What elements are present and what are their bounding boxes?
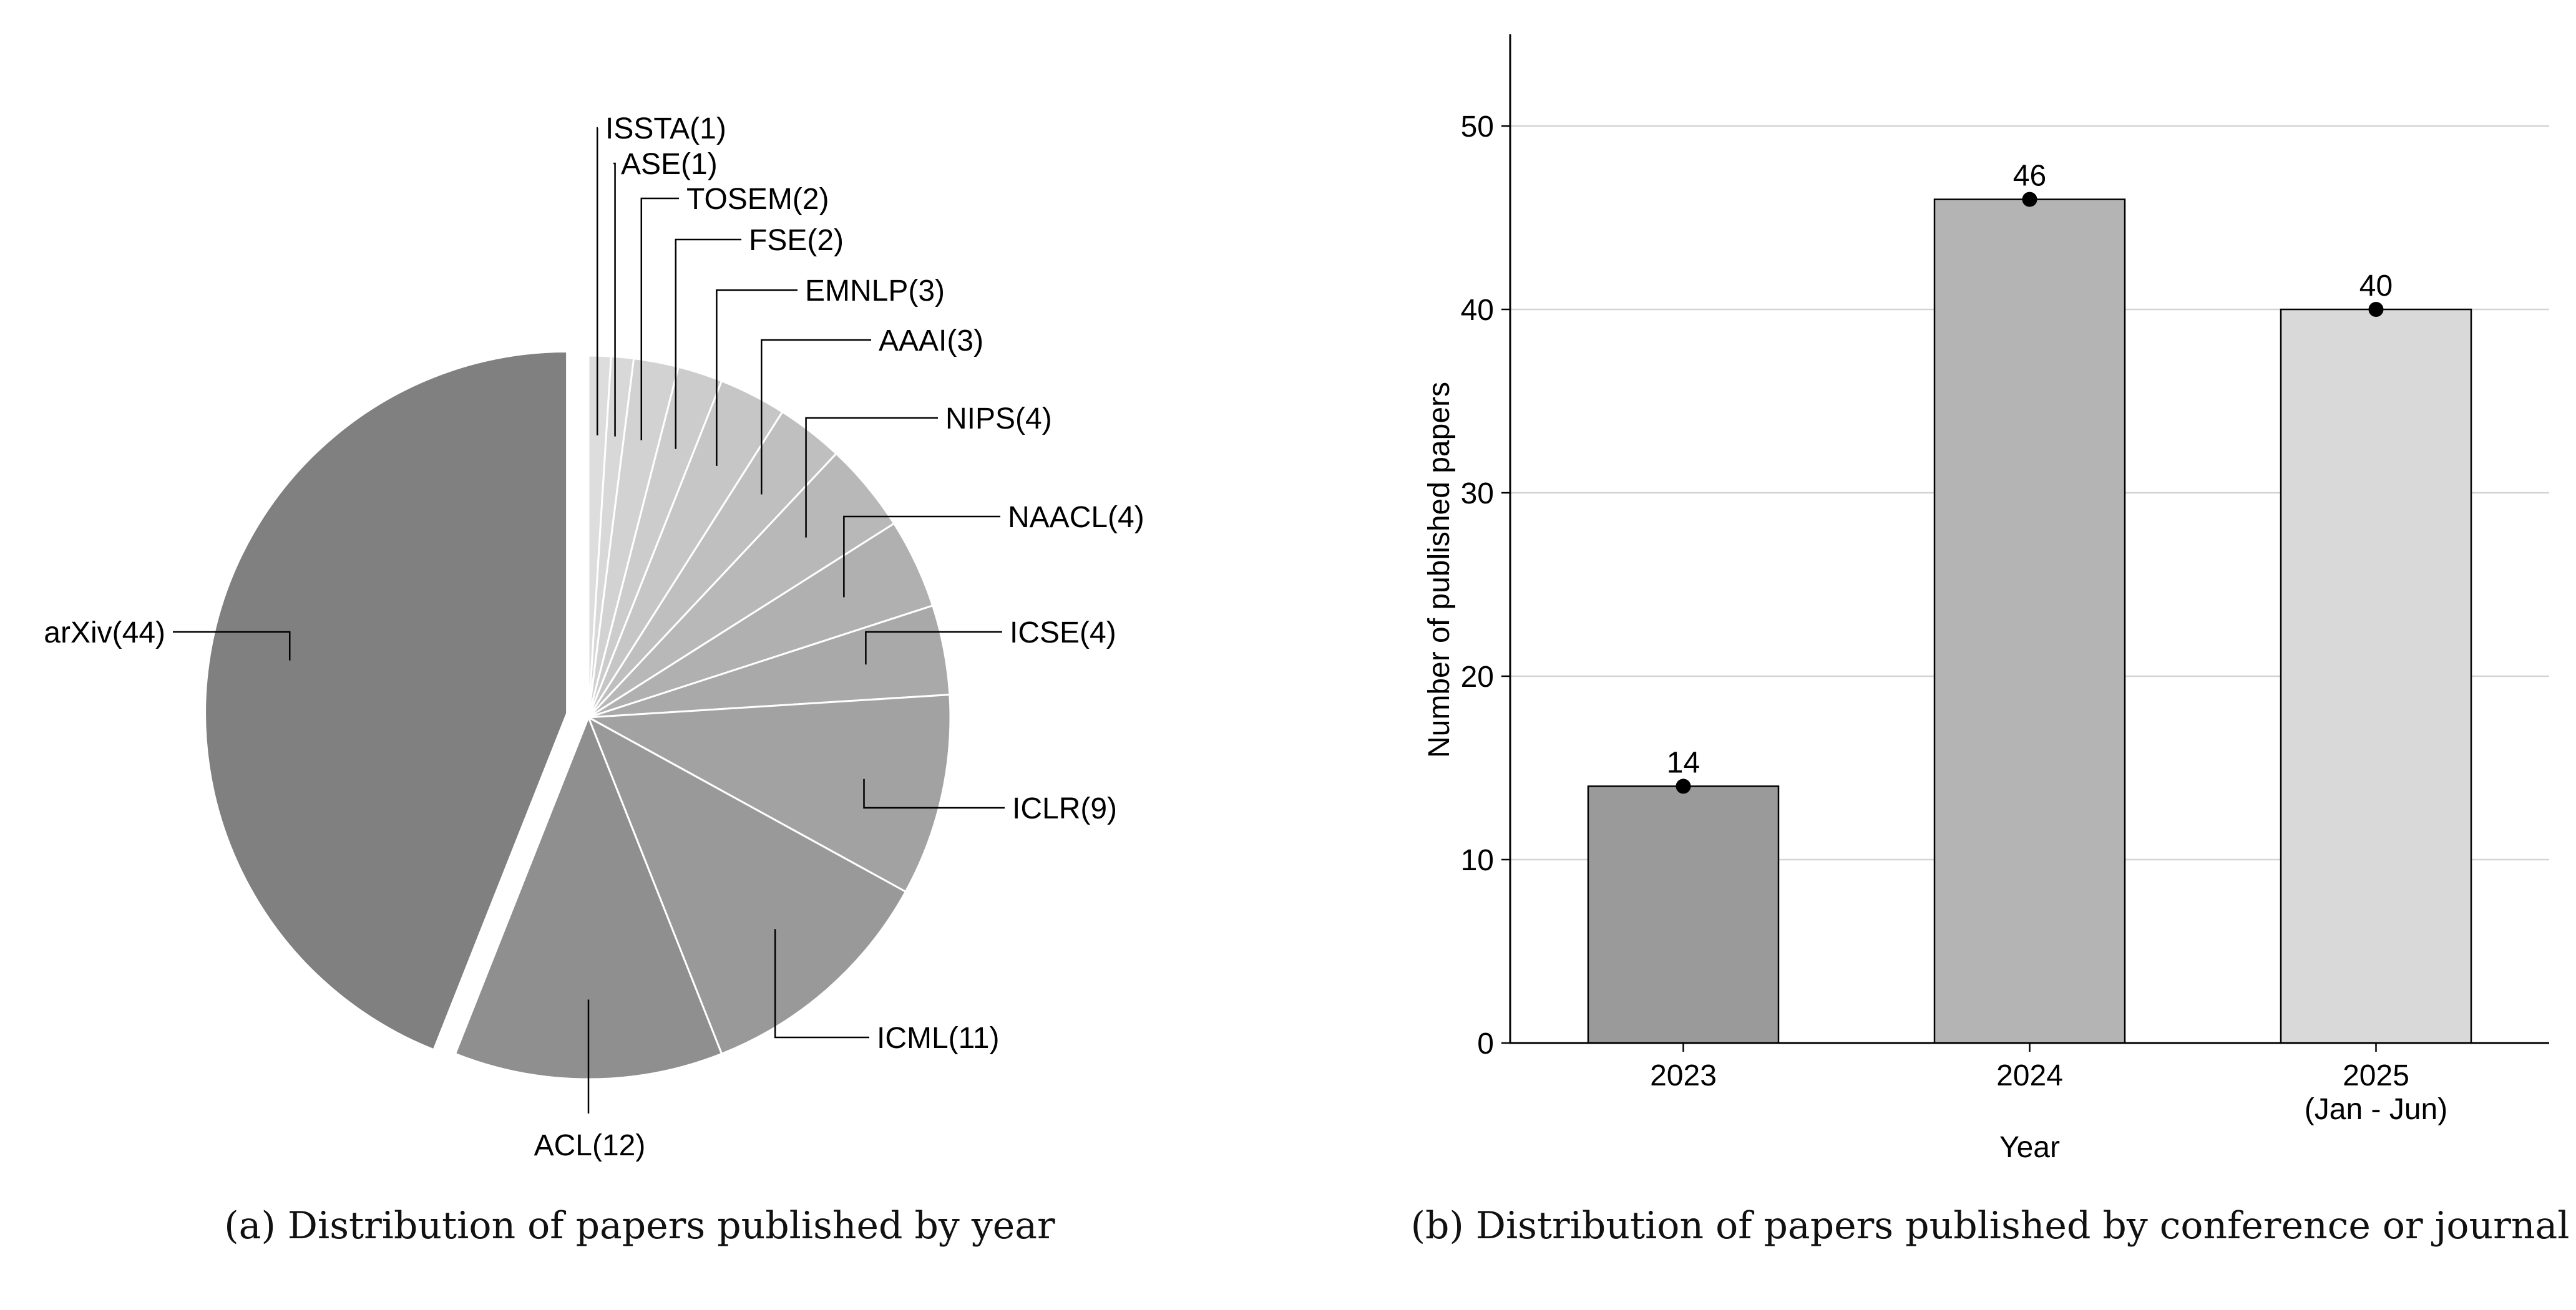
- pie-label-issta: ISSTA(1): [605, 112, 726, 145]
- bar-marker-2024: [2022, 192, 2037, 207]
- y-tick-label-40: 40: [1461, 294, 1494, 327]
- data-label-2025: 40: [2359, 269, 2393, 303]
- x-tick-label-2025: 2025: [2343, 1059, 2409, 1092]
- y-axis-label: Number of published papers: [1423, 382, 1456, 758]
- leader-line-iclr: [863, 779, 1005, 809]
- caption-a: (a) Distribution of papers published by …: [224, 1204, 1055, 1248]
- bar-marker-2023: [1676, 779, 1691, 794]
- pie-label-fse: FSE(2): [749, 224, 844, 257]
- leader-line-icml: [774, 929, 869, 1039]
- pie-label-aaai: AAAI(3): [879, 324, 983, 357]
- leader-line-aaai: [761, 339, 871, 495]
- x-axis-label: Year: [1999, 1131, 2060, 1164]
- pie-label-ase: ASE(1): [621, 148, 718, 181]
- y-tick-label-0: 0: [1477, 1027, 1494, 1060]
- leader-line-tosem: [640, 197, 679, 440]
- leader-line-emnlp: [716, 289, 798, 466]
- pie-label-emnlp: EMNLP(3): [805, 274, 945, 308]
- leader-line-fse: [675, 238, 741, 449]
- y-tick-label-10: 10: [1461, 844, 1494, 877]
- leader-line-naacl: [843, 515, 1000, 598]
- pie-slice-arxiv: [204, 350, 568, 1051]
- pie-label-iclr: ICLR(9): [1012, 792, 1117, 825]
- pie-chart: ISSTA(1)ASE(1)TOSEM(2) FSE(2) EMNLP(3) AAAI…: [44, 112, 1144, 1162]
- pie-slice-iclr: [585, 693, 952, 893]
- y-tick-label-20: 20: [1461, 661, 1494, 694]
- leader-line-nips: [805, 417, 938, 538]
- x-tick-label-2023: 2023: [1650, 1059, 1717, 1092]
- pie-label-arxiv: arXiv(44): [44, 616, 165, 649]
- pie-label-icml: ICML(11): [877, 1022, 999, 1055]
- caption-b: (b) Distribution of papers published by …: [1410, 1204, 2570, 1248]
- pie-label-tosem: TOSEM(2): [686, 183, 829, 216]
- leader-line-issta: [596, 127, 598, 435]
- data-label-2023: 14: [1667, 746, 1700, 779]
- pie-label-icse: ICSE(4): [1010, 616, 1116, 649]
- pie-slice-icml: [587, 715, 907, 1055]
- x-tick-label-2024: 2024: [1996, 1059, 2063, 1092]
- bar-2024: [1933, 198, 2126, 1044]
- leader-line-icse: [865, 631, 1002, 665]
- pie-label-acl: ACL(12): [534, 1129, 646, 1162]
- leader-line-ase: [613, 162, 616, 437]
- x-tick-sublabel-2025: (Jan - Jun): [2305, 1093, 2447, 1126]
- bar-2023: [1587, 785, 1780, 1044]
- pie-label-naacl: NAACL(4): [1008, 501, 1144, 534]
- bar-chart: 14 2023 46 2024 40 2025(Jan - Jun) 0 10 20 30 40 50…: [1423, 34, 2549, 1164]
- bar-2025: [2280, 308, 2472, 1044]
- y-tick-label-30: 30: [1461, 477, 1494, 510]
- y-tick-label-50: 50: [1461, 110, 1494, 143]
- leader-line-arxiv: [173, 631, 291, 661]
- bar-marker-2025: [2368, 302, 2384, 317]
- pie-label-nips: NIPS(4): [945, 402, 1052, 435]
- data-label-2024: 46: [2013, 160, 2046, 193]
